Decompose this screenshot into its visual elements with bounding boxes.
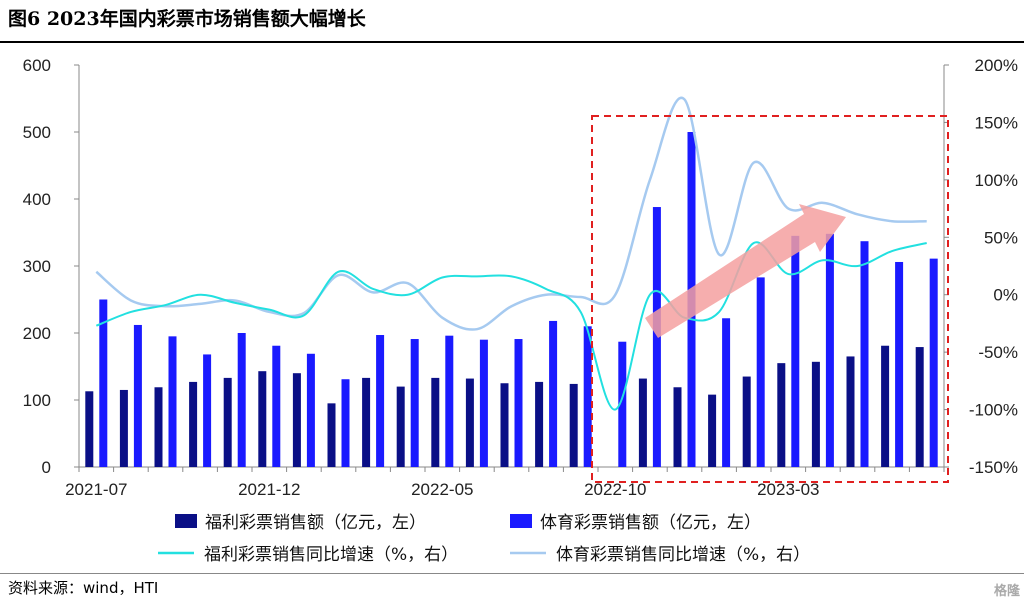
sports-bar bbox=[99, 299, 108, 467]
chart-area: 0 100 200 300 400 500 600 200% 150% 100% 50% 0% -50%… bbox=[23, 56, 1018, 565]
welfare-bar bbox=[777, 363, 786, 467]
sports-bar bbox=[514, 339, 523, 467]
sports-bar bbox=[376, 335, 385, 467]
sports-bar bbox=[168, 336, 177, 467]
sports-bar bbox=[722, 318, 731, 467]
welfare-bar bbox=[673, 387, 682, 467]
sports-bar bbox=[203, 354, 212, 467]
sports-bar bbox=[652, 207, 661, 468]
right-tick-label: 100% bbox=[975, 171, 1018, 190]
sports-bar bbox=[445, 335, 454, 467]
left-tick-label: 0 bbox=[42, 458, 51, 477]
left-tick-label: 300 bbox=[23, 257, 51, 276]
x-tick-label: 2023-03 bbox=[757, 480, 819, 499]
right-tick-label: -100% bbox=[969, 401, 1018, 420]
sports-bar bbox=[618, 341, 627, 467]
chart-title: 图6 2023年国内彩票市场销售额大幅增长 bbox=[8, 8, 366, 30]
sports-bar bbox=[929, 258, 938, 467]
welfare-bar bbox=[223, 377, 232, 467]
welfare-growth-line bbox=[95, 241, 927, 411]
sports-bar bbox=[895, 261, 904, 467]
welfare-bar bbox=[85, 391, 94, 467]
right-tick-label: 50% bbox=[984, 228, 1018, 247]
sports-bar bbox=[825, 233, 834, 467]
welfare-bar bbox=[569, 383, 578, 467]
welfare-bar bbox=[500, 383, 509, 467]
legend-label: 福利彩票销售额（亿元，左） bbox=[205, 513, 426, 533]
legend-label: 福利彩票销售同比增速（%，右） bbox=[204, 545, 458, 565]
welfare-bar bbox=[327, 403, 336, 467]
x-tick-label: 2022-10 bbox=[584, 480, 646, 499]
watermark: 格隆 bbox=[993, 584, 1020, 599]
welfare-bar bbox=[119, 389, 128, 467]
welfare-bar bbox=[708, 394, 717, 467]
welfare-bar bbox=[465, 378, 474, 467]
right-tick-label: 200% bbox=[975, 56, 1018, 75]
legend-swatch bbox=[510, 514, 532, 528]
sports-bar bbox=[791, 235, 800, 467]
welfare-bar bbox=[189, 381, 198, 467]
welfare-bar bbox=[258, 371, 267, 467]
trend-arrow bbox=[645, 204, 846, 338]
legend-label: 体育彩票销售额（亿元，左） bbox=[540, 513, 761, 533]
x-tick-label: 2021-07 bbox=[65, 480, 127, 499]
welfare-bar bbox=[431, 377, 440, 467]
welfare-bar bbox=[362, 377, 371, 467]
left-tick-label: 200 bbox=[23, 324, 51, 343]
sports-bar bbox=[756, 277, 765, 467]
highlight-box bbox=[591, 115, 949, 483]
left-tick-label: 400 bbox=[23, 190, 51, 209]
welfare-bar bbox=[846, 356, 855, 467]
source-divider bbox=[0, 573, 1024, 574]
sports-bar bbox=[306, 353, 315, 467]
left-tick-label: 500 bbox=[23, 123, 51, 142]
left-tick-label: 600 bbox=[23, 56, 51, 75]
welfare-bar bbox=[535, 381, 544, 467]
sports-growth-line bbox=[95, 96, 927, 331]
welfare-bar bbox=[881, 345, 890, 467]
sports-bar bbox=[341, 379, 350, 467]
welfare-bar bbox=[638, 378, 647, 467]
sports-bar bbox=[583, 326, 592, 467]
right-tick-label: -150% bbox=[969, 458, 1018, 477]
sports-bar bbox=[479, 339, 488, 467]
x-tick-label: 2022-05 bbox=[411, 480, 473, 499]
source-note: 资料来源：wind，HTI bbox=[8, 579, 159, 597]
welfare-bar bbox=[292, 373, 301, 467]
sports-bar bbox=[272, 345, 281, 467]
welfare-bar bbox=[915, 347, 924, 467]
sports-bar bbox=[549, 320, 558, 467]
welfare-bar bbox=[742, 376, 751, 467]
title-divider bbox=[0, 41, 1024, 43]
welfare-bar bbox=[396, 386, 405, 467]
right-tick-label: 150% bbox=[975, 113, 1018, 132]
sports-bar bbox=[237, 333, 246, 467]
legend-label: 体育彩票销售同比增速（%，右） bbox=[556, 545, 810, 565]
right-tick-label: 0% bbox=[993, 286, 1018, 305]
right-tick-label: -50% bbox=[978, 343, 1018, 362]
legend-swatch bbox=[175, 514, 197, 528]
sports-bar bbox=[133, 324, 142, 467]
welfare-bar bbox=[811, 361, 820, 467]
welfare-bar bbox=[154, 387, 163, 467]
sports-bar bbox=[860, 241, 869, 467]
left-tick-label: 100 bbox=[23, 391, 51, 410]
sports-bar bbox=[410, 339, 419, 467]
x-tick-label: 2021-12 bbox=[238, 480, 300, 499]
